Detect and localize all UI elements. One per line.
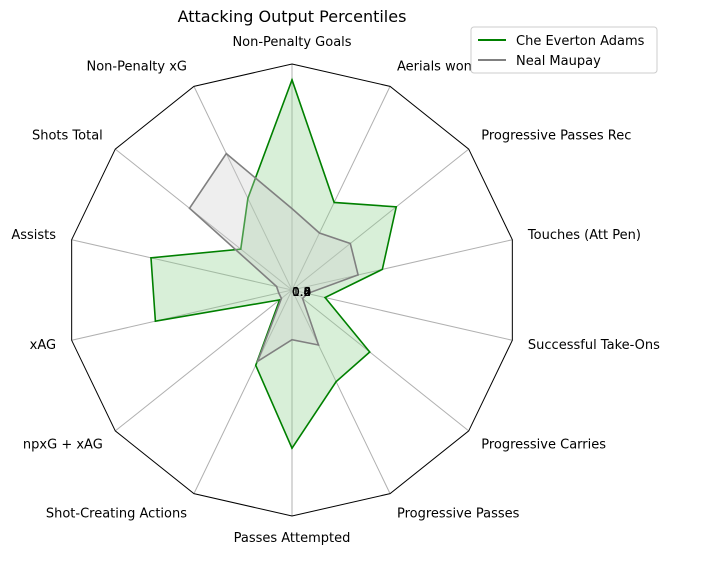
series-1-point bbox=[335, 380, 337, 383]
series-2-point bbox=[306, 292, 309, 295]
spoke-line bbox=[291, 289, 470, 432]
spoke-line bbox=[193, 289, 293, 494]
radial-tick-label: 0.6 bbox=[292, 285, 311, 299]
series-2-point bbox=[256, 360, 259, 363]
legend-label-series-1: Che Everton Adams bbox=[516, 34, 645, 49]
category-label: Shot-Creating Actions bbox=[46, 506, 187, 521]
series-2-point bbox=[280, 297, 283, 300]
series-1-point bbox=[150, 257, 152, 259]
category-label: Touches (Att Pen) bbox=[527, 228, 641, 243]
series-1-point bbox=[239, 248, 242, 250]
spoke-line bbox=[114, 148, 293, 291]
legend: Che Everton Adams Neal Maupay bbox=[470, 26, 658, 74]
spoke-line bbox=[291, 86, 391, 291]
series-2-point bbox=[275, 285, 278, 288]
spoke-line bbox=[114, 289, 293, 432]
series-1-point bbox=[324, 296, 326, 299]
radar-grid bbox=[71, 63, 513, 517]
outer-frame bbox=[71, 63, 513, 517]
series-2-point bbox=[317, 344, 320, 346]
series-2-point bbox=[349, 242, 352, 245]
series-1-point bbox=[254, 364, 257, 367]
category-label: Assists bbox=[11, 228, 56, 243]
radial-tick-label: 0.2 bbox=[292, 285, 311, 299]
radial-tick-label: 0.8 bbox=[292, 285, 311, 299]
series-2-area bbox=[189, 153, 359, 362]
series-2-point bbox=[301, 297, 304, 300]
category-label: Aerials won bbox=[397, 60, 472, 75]
category-label: npxG + xAG bbox=[23, 438, 103, 453]
category-labels: Non-Penalty Goals Aerials won Progressive … bbox=[11, 35, 660, 546]
spoke-line bbox=[291, 289, 391, 494]
category-label: xAG bbox=[30, 338, 56, 353]
series-1-point bbox=[154, 320, 157, 322]
series-2-point bbox=[318, 232, 321, 234]
series-1-point bbox=[291, 79, 293, 81]
series-2-point bbox=[225, 152, 228, 155]
category-label: Shots Total bbox=[32, 128, 103, 143]
legend-label-series-2: Neal Maupay bbox=[516, 54, 601, 69]
category-label: Non-Penalty Goals bbox=[232, 35, 351, 50]
spoke-line bbox=[71, 239, 293, 291]
legend-frame bbox=[470, 26, 658, 74]
category-label: Non-Penalty xG bbox=[87, 60, 188, 75]
spoke-line bbox=[71, 289, 293, 341]
series-1-point bbox=[368, 351, 371, 353]
series-2-point bbox=[291, 207, 293, 210]
series-2-point bbox=[357, 274, 359, 276]
series-2-point bbox=[188, 207, 191, 210]
radial-tick-label: 1.0 bbox=[292, 285, 311, 299]
series-1-point bbox=[395, 206, 398, 208]
series-1-area bbox=[150, 79, 397, 449]
category-label: Progressive Carries bbox=[481, 438, 606, 453]
category-label: Passes Attempted bbox=[234, 531, 351, 546]
series-2-point bbox=[277, 292, 280, 294]
spoke-line bbox=[291, 289, 513, 341]
spoke-line bbox=[291, 148, 470, 291]
series-2-point bbox=[291, 338, 293, 341]
series-1-point bbox=[333, 201, 335, 204]
chart-title: Attacking Output Percentiles bbox=[178, 7, 407, 26]
radial-tick-label: 0.0 bbox=[292, 285, 311, 299]
radial-tick-label: 0.4 bbox=[292, 285, 311, 299]
center-tick-labels: 0.00.20.40.60.81.0 bbox=[292, 285, 311, 299]
category-label: Successful Take-Ons bbox=[528, 338, 660, 353]
category-label: Progressive Passes bbox=[397, 506, 520, 521]
series-1-point bbox=[247, 197, 249, 200]
series-1-point bbox=[291, 447, 293, 450]
series-layer bbox=[150, 77, 398, 450]
spoke-line bbox=[291, 239, 513, 291]
series-1-point bbox=[381, 268, 384, 271]
spoke-line bbox=[193, 86, 293, 291]
category-label: Progressive Passes Rec bbox=[481, 128, 631, 143]
